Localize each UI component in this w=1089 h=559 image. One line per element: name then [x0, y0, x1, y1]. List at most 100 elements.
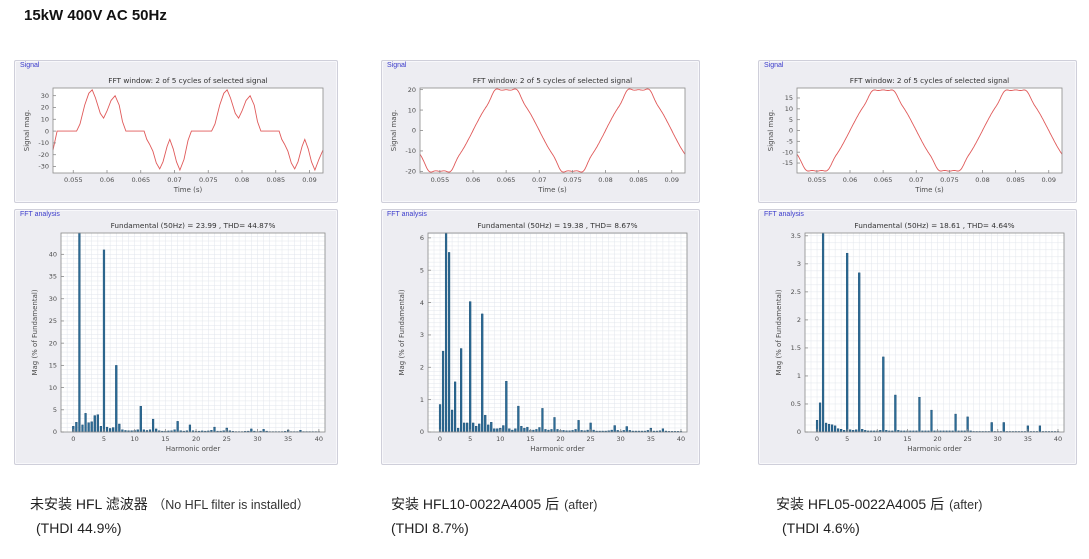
caption: 安装 HFL05-0022A4005 后 (after): [776, 494, 982, 514]
svg-text:0: 0: [412, 127, 416, 135]
svg-text:5: 5: [102, 435, 106, 443]
svg-text:4: 4: [420, 299, 424, 307]
svg-text:-15: -15: [782, 159, 793, 167]
svg-text:15: 15: [785, 94, 793, 102]
svg-text:Harmonic order: Harmonic order: [530, 445, 585, 453]
svg-text:-20: -20: [38, 151, 49, 159]
signal-group-label: Signal: [20, 62, 40, 69]
panel-no-filter: Signal 0.055 0.06 0.065 0.07 0.075 0.08 0.085 0…: [14, 60, 338, 559]
svg-text:10: 10: [785, 105, 793, 113]
svg-text:0: 0: [45, 127, 49, 135]
svg-text:20: 20: [41, 104, 49, 112]
svg-text:0.07: 0.07: [909, 176, 923, 184]
svg-text:3.5: 3.5: [791, 232, 801, 240]
panel-hfl05-filter: Signal 0.055 0.06 0.065 0.07 0.075 0.08 0.085 0…: [758, 60, 1077, 559]
signal-waveform-plot: 0.055 0.06 0.065 0.07 0.075 0.08 0.085 0.09 -20 -…: [390, 76, 686, 194]
svg-text:Harmonic order: Harmonic order: [166, 445, 221, 453]
svg-text:0.06: 0.06: [100, 176, 114, 184]
caption: 安装 HFL10-0022A4005 后 (after): [391, 494, 597, 514]
fft-group-label: FFT analysis: [764, 211, 804, 218]
svg-text:1: 1: [797, 372, 801, 380]
svg-text:Mag (% of Fundamental): Mag (% of Fundamental): [398, 289, 406, 375]
svg-text:0.08: 0.08: [235, 176, 249, 184]
svg-text:25: 25: [49, 317, 57, 325]
svg-text:Mag (% of Fundamental): Mag (% of Fundamental): [31, 289, 39, 375]
svg-text:0: 0: [789, 127, 793, 135]
svg-text:0.085: 0.085: [266, 176, 285, 184]
svg-text:20: 20: [192, 435, 200, 443]
svg-text:0.06: 0.06: [843, 176, 857, 184]
svg-text:0.065: 0.065: [874, 176, 893, 184]
svg-text:0.085: 0.085: [629, 176, 648, 184]
svg-text:20: 20: [933, 435, 941, 443]
svg-text:0.08: 0.08: [975, 176, 989, 184]
svg-text:2: 2: [797, 316, 801, 324]
svg-text:Time (s): Time (s): [173, 186, 203, 194]
svg-text:40: 40: [315, 435, 323, 443]
svg-text:3: 3: [420, 331, 424, 339]
svg-text:40: 40: [49, 251, 57, 259]
svg-text:40: 40: [1054, 435, 1062, 443]
svg-text:20: 20: [556, 435, 564, 443]
svg-text:Harmonic order: Harmonic order: [907, 445, 962, 453]
svg-text:25: 25: [586, 435, 594, 443]
svg-text:10: 10: [873, 435, 881, 443]
caption-text: 未安装 HFL 滤波器: [30, 496, 148, 512]
svg-text:FFT window: 2 of 5 cycles of s: FFT window: 2 of 5 cycles of selected si…: [473, 76, 632, 85]
caption-note: (after): [949, 498, 983, 512]
signal-waveform-plot: 0.055 0.06 0.065 0.07 0.075 0.08 0.085 0.09 -30 -…: [23, 76, 324, 194]
svg-text:0: 0: [815, 435, 819, 443]
svg-text:1.5: 1.5: [791, 344, 801, 352]
svg-text:1: 1: [420, 396, 424, 404]
fft-bar-plot: 0 5 10 15 20 25 30 35 40 0 1 2 3 4 5 6 Fundamental (50Hz…: [398, 221, 688, 453]
panel-hfl10-filter: Signal 0.055 0.06 0.065 0.07 0.075 0.08 0.085 0…: [381, 60, 700, 559]
svg-text:35: 35: [1024, 435, 1032, 443]
svg-text:0.07: 0.07: [167, 176, 181, 184]
svg-text:0.075: 0.075: [940, 176, 959, 184]
caption-text: 安装 HFL05-0022A4005 后: [776, 496, 945, 512]
signal-group: Signal 0.055 0.06 0.065 0.07 0.075 0.08 0.085 0…: [381, 60, 700, 203]
svg-text:-10: -10: [782, 148, 793, 156]
svg-text:0.055: 0.055: [64, 176, 83, 184]
svg-text:-30: -30: [38, 163, 49, 171]
svg-text:25: 25: [963, 435, 971, 443]
svg-text:0: 0: [438, 435, 442, 443]
svg-text:30: 30: [617, 435, 625, 443]
svg-text:15: 15: [526, 435, 534, 443]
caption-text: 安装 HFL10-0022A4005 后: [391, 496, 560, 512]
svg-text:-10: -10: [405, 147, 416, 155]
thdi-value: (THDI 44.9%): [36, 520, 122, 536]
svg-text:0: 0: [53, 428, 57, 436]
svg-text:5: 5: [420, 266, 424, 274]
svg-text:6: 6: [420, 234, 424, 242]
signal-group: Signal 0.055 0.06 0.065 0.07 0.075 0.08 0.085 0…: [14, 60, 338, 203]
fft-analysis-group: FFT analysis 0 5 10 15 20 25 30 35 40 0 0.5 1 1.5 2 2.…: [758, 209, 1077, 465]
thdi-value: (THDI 4.6%): [782, 520, 860, 536]
svg-text:0.055: 0.055: [808, 176, 827, 184]
svg-text:0.085: 0.085: [1006, 176, 1025, 184]
svg-text:10: 10: [131, 435, 139, 443]
svg-text:Signal mag.: Signal mag.: [767, 110, 775, 152]
svg-text:0: 0: [797, 428, 801, 436]
svg-text:Mag (% of Fundamental): Mag (% of Fundamental): [775, 289, 783, 375]
svg-text:30: 30: [41, 92, 49, 100]
page-title: 15kW 400V AC 50Hz: [24, 7, 167, 24]
svg-text:10: 10: [49, 384, 57, 392]
thdi-value: (THDI 8.7%): [391, 520, 469, 536]
signal-waveform-plot: 0.055 0.06 0.065 0.07 0.075 0.08 0.085 0.09 -15 -…: [767, 76, 1063, 194]
signal-group: Signal 0.055 0.06 0.065 0.07 0.075 0.08 0.085 0…: [758, 60, 1077, 203]
svg-text:0.065: 0.065: [131, 176, 150, 184]
svg-text:0.075: 0.075: [563, 176, 582, 184]
svg-text:Fundamental (50Hz) = 19.38 , T: Fundamental (50Hz) = 19.38 , THD= 8.67%: [477, 221, 637, 230]
svg-text:35: 35: [284, 435, 292, 443]
caption-note: （No HFL filter is installed）: [152, 498, 310, 512]
fft-group-label: FFT analysis: [387, 211, 427, 218]
svg-text:0: 0: [420, 428, 424, 436]
svg-text:0.09: 0.09: [665, 176, 679, 184]
svg-text:10: 10: [496, 435, 504, 443]
svg-text:30: 30: [994, 435, 1002, 443]
svg-text:-10: -10: [38, 139, 49, 147]
svg-text:2: 2: [420, 364, 424, 372]
svg-text:15: 15: [161, 435, 169, 443]
